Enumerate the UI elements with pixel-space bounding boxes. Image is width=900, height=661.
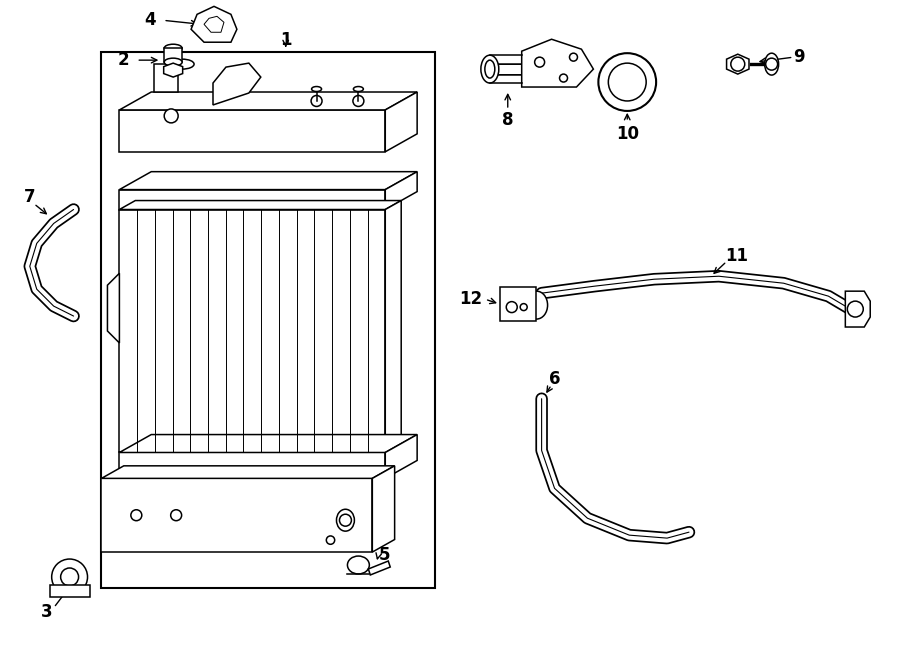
Ellipse shape: [608, 63, 646, 101]
Ellipse shape: [526, 291, 547, 319]
Polygon shape: [385, 172, 417, 210]
Bar: [120, 453, 385, 479]
Circle shape: [130, 510, 142, 521]
Circle shape: [520, 303, 527, 311]
Circle shape: [507, 301, 517, 313]
Polygon shape: [120, 92, 417, 110]
Ellipse shape: [354, 87, 364, 91]
Polygon shape: [385, 434, 417, 479]
Polygon shape: [204, 17, 224, 32]
Polygon shape: [385, 92, 417, 152]
Text: 12: 12: [459, 290, 482, 308]
Polygon shape: [164, 63, 183, 77]
Bar: [102, 52, 435, 588]
Ellipse shape: [347, 556, 369, 574]
Text: 5: 5: [378, 546, 390, 564]
Bar: [120, 210, 385, 453]
Ellipse shape: [170, 59, 194, 69]
Polygon shape: [845, 291, 870, 327]
Polygon shape: [726, 54, 749, 74]
Text: 2: 2: [118, 51, 130, 69]
Circle shape: [339, 514, 351, 526]
Ellipse shape: [164, 58, 182, 66]
Polygon shape: [120, 172, 417, 190]
Ellipse shape: [164, 44, 182, 52]
Circle shape: [164, 109, 178, 123]
Text: 6: 6: [549, 369, 561, 388]
Polygon shape: [120, 200, 401, 210]
Bar: [164, 48, 182, 62]
Circle shape: [353, 95, 364, 106]
Circle shape: [60, 568, 78, 586]
Text: 7: 7: [24, 188, 36, 206]
Bar: [120, 110, 385, 152]
Text: 3: 3: [40, 603, 52, 621]
Bar: [120, 190, 385, 210]
Text: 1: 1: [280, 31, 292, 49]
Bar: [50, 585, 89, 597]
Polygon shape: [500, 287, 536, 321]
Circle shape: [327, 536, 335, 544]
Polygon shape: [154, 64, 178, 92]
Polygon shape: [522, 39, 593, 87]
Polygon shape: [107, 273, 120, 343]
Text: 4: 4: [145, 11, 157, 29]
Polygon shape: [191, 7, 237, 42]
Polygon shape: [120, 434, 417, 453]
Circle shape: [560, 74, 568, 82]
Circle shape: [570, 53, 578, 61]
Ellipse shape: [485, 60, 495, 78]
Circle shape: [171, 510, 182, 521]
Ellipse shape: [765, 53, 778, 75]
Polygon shape: [102, 466, 394, 479]
Ellipse shape: [598, 53, 656, 111]
Text: 9: 9: [794, 48, 806, 66]
Circle shape: [731, 57, 745, 71]
Circle shape: [847, 301, 863, 317]
Ellipse shape: [337, 509, 355, 531]
Circle shape: [766, 58, 778, 70]
Polygon shape: [213, 63, 261, 105]
Ellipse shape: [481, 55, 499, 83]
Text: 8: 8: [502, 111, 514, 129]
Circle shape: [535, 57, 544, 67]
Polygon shape: [385, 200, 401, 453]
Text: 10: 10: [616, 125, 639, 143]
Ellipse shape: [311, 87, 321, 91]
Polygon shape: [373, 466, 394, 552]
Polygon shape: [368, 561, 391, 575]
Bar: [102, 479, 373, 552]
Circle shape: [311, 95, 322, 106]
Circle shape: [51, 559, 87, 595]
Text: 11: 11: [725, 247, 748, 265]
